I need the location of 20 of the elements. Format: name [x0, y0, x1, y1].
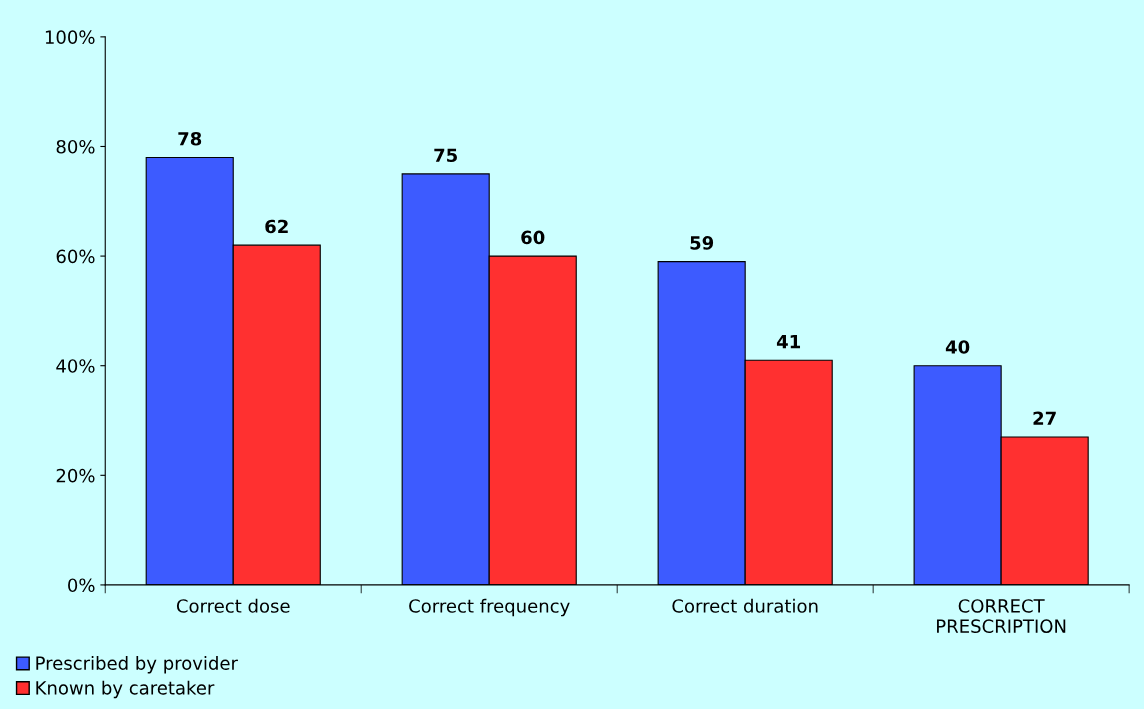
- data-label: 60: [521, 230, 545, 245]
- y-tick-label: 80%: [56, 139, 95, 154]
- data-label: 27: [1033, 411, 1056, 425]
- x-tick-label: Correct duration: [672, 598, 818, 613]
- data-label: 40: [945, 340, 970, 354]
- data-label: 75: [434, 148, 457, 163]
- data-label: 62: [265, 219, 288, 234]
- data-label: 78: [178, 131, 202, 146]
- data-label: 41: [776, 334, 801, 349]
- x-tick-label: Correct frequency: [409, 598, 570, 617]
- y-tick-label: 20%: [56, 468, 95, 483]
- legend-label: Prescribed by provider: [36, 656, 238, 674]
- y-tick-label: 60%: [56, 249, 95, 264]
- y-tick-label: 40%: [56, 359, 95, 373]
- y-tick-label: 0%: [68, 578, 95, 593]
- legend-label: Known by caretaker: [36, 680, 215, 699]
- x-tick-label: Correct dose: [176, 598, 290, 613]
- data-label: 59: [690, 236, 714, 250]
- y-tick-label: 100%: [45, 30, 95, 44]
- x-tick-label: CORRECT PRESCRIPTION: [937, 599, 1066, 634]
